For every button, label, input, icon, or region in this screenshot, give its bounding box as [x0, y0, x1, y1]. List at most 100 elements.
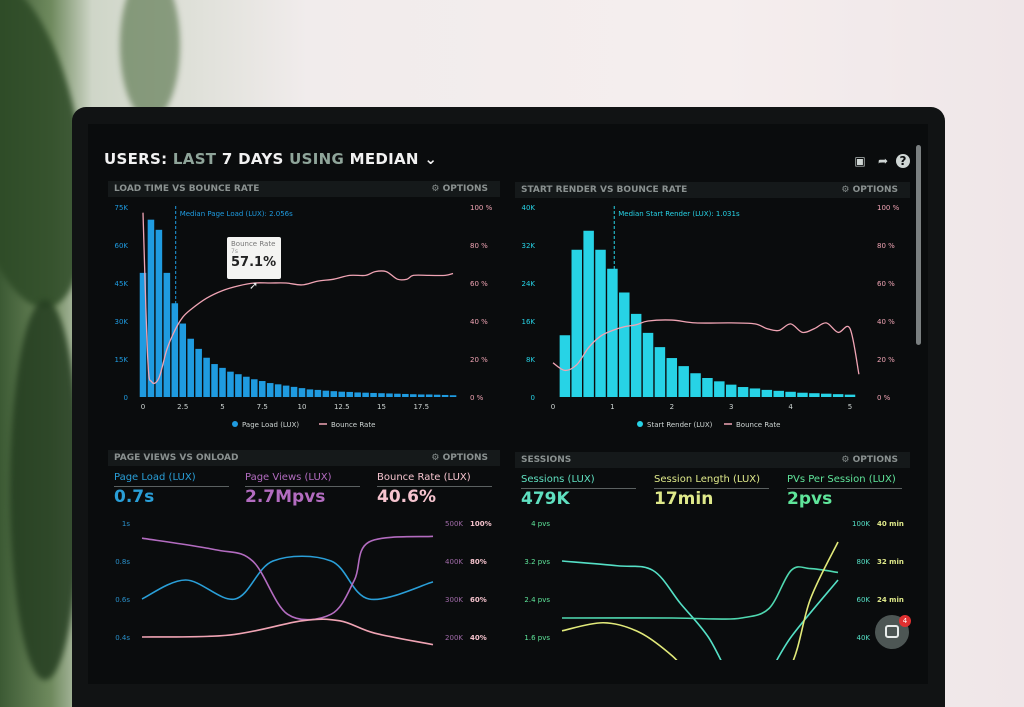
histogram-bar [179, 323, 187, 397]
y-axis-right-tick: 400K [445, 558, 463, 566]
histogram-bar [607, 268, 618, 397]
chevron-down-icon[interactable]: ⌄ [424, 150, 438, 168]
histogram-bar [338, 391, 346, 397]
histogram-bar [306, 389, 314, 397]
histogram-bar [235, 374, 242, 397]
histogram-bar [425, 394, 433, 397]
histogram-bar [773, 390, 784, 397]
x-axis-tick: 10 [298, 403, 307, 411]
histogram-bar [314, 389, 322, 397]
histogram-bar [725, 384, 737, 397]
y-axis-left-tick: 1s [122, 520, 130, 528]
y-axis-right-tick: 60% [470, 596, 487, 604]
y-axis-right-tick: 300K [445, 596, 463, 604]
y-axis-left-tick: 32K [522, 242, 536, 250]
metric-bounce-rate: Bounce Rate (LUX) 40.6% [377, 472, 492, 507]
histogram-bar [187, 338, 194, 397]
x-axis-tick: 4 [788, 403, 793, 411]
panel-header-pageviews: PAGE VIEWS VS ONLOAD ⚙ OPTIONS [108, 450, 500, 466]
histogram-bar [203, 357, 210, 397]
metric-label: Page Views (LUX) [245, 472, 360, 487]
gear-icon: ⚙ [841, 185, 853, 195]
monitor-icon[interactable]: ▣ [854, 154, 866, 168]
y-axis-left-tick: 4 pvs [531, 520, 550, 528]
histogram-bar [678, 366, 689, 397]
y-axis-right-tick: 100 % [470, 204, 493, 212]
title-last: LAST [172, 150, 217, 168]
bounce-rate-line [552, 319, 860, 375]
help-icon[interactable]: ? [896, 154, 910, 168]
x-axis-tick: 12.5 [334, 403, 350, 411]
histogram-bar [619, 292, 630, 397]
series-line-s [141, 555, 434, 601]
gear-icon: ⚙ [431, 453, 443, 463]
histogram-bar [433, 394, 441, 397]
y-axis-right-tick: 40 % [470, 318, 488, 326]
histogram-bar [737, 387, 749, 397]
x-axis-tick: 2.5 [177, 403, 188, 411]
y-axis-left-tick: 0.8s [115, 558, 130, 566]
metric-value: 479K [521, 489, 570, 509]
options-button[interactable]: ⚙ OPTIONS [431, 450, 488, 466]
histogram-bar [702, 378, 713, 397]
page-title[interactable]: USERS: LAST 7 DAYS USING MEDIAN ⌄ [104, 150, 437, 168]
y-axis-right-tick: 500K [445, 520, 463, 528]
metric-label: PVs Per Session (LUX) [787, 474, 902, 489]
y-axis-left-tick: 30K [115, 318, 129, 326]
legend-swatch-bars [232, 421, 238, 427]
legend-swatch-bars [637, 421, 643, 427]
x-axis-tick: 7.5 [257, 403, 268, 411]
chat-badge: 4 [899, 615, 911, 627]
y-axis-left-tick: 0.4s [115, 634, 130, 642]
options-label: OPTIONS [852, 455, 898, 465]
metric-page-load: Page Load (LUX) 0.7s [114, 472, 229, 507]
y-axis-right-tick: 0 % [877, 394, 891, 402]
plant-leaf [10, 300, 80, 680]
histogram-bar [195, 348, 202, 397]
y-axis-right-tick: 40 min [877, 520, 904, 528]
y-axis-left-tick: 15K [115, 356, 129, 364]
histogram-bar [378, 393, 385, 397]
dashboard-screen [88, 124, 928, 684]
title-using: USING [289, 150, 345, 168]
panel-header-render: START RENDER VS BOUNCE RATE ⚙ OPTIONS [515, 182, 910, 198]
histogram-bar [595, 249, 606, 397]
y-axis-right-tick: 200K [445, 634, 463, 642]
histogram-bar [714, 381, 725, 397]
x-axis-tick: 17.5 [413, 403, 429, 411]
legend-label: Start Render (LUX) [647, 421, 713, 429]
options-button[interactable]: ⚙ OPTIONS [431, 181, 488, 197]
share-icon[interactable]: ➦ [877, 154, 889, 168]
histogram-bar [797, 392, 808, 397]
histogram-bar [559, 335, 571, 397]
histogram-bar [298, 388, 306, 397]
title-period: 7 DAYS [221, 150, 284, 168]
metric-label: Page Load (LUX) [114, 472, 229, 487]
series-line-K [561, 566, 839, 620]
x-axis-tick: 0 [141, 403, 145, 411]
median-label: Median Start Render (LUX): 1.031s [618, 210, 740, 218]
histogram-bar [219, 367, 226, 397]
scrollbar[interactable] [916, 145, 921, 345]
histogram-bar [809, 393, 820, 397]
y-axis-right-tick: 0 % [470, 394, 484, 402]
tooltip-title: Bounce Rate [231, 240, 276, 248]
y-axis-left-tick: 1.6 pvs [524, 634, 550, 642]
options-button[interactable]: ⚙ OPTIONS [841, 452, 898, 468]
tooltip-subtitle: 7s [231, 248, 238, 255]
title-aggregate: MEDIAN [349, 150, 419, 168]
y-axis-right-tick: 24 min [877, 596, 904, 604]
options-button[interactable]: ⚙ OPTIONS [841, 182, 898, 198]
cursor-icon: ➚ [249, 279, 259, 292]
legend-label: Bounce Rate [331, 421, 375, 429]
series-line-min [561, 541, 839, 660]
histogram-bar [147, 219, 155, 397]
y-axis-right-tick: 60 % [877, 280, 895, 288]
metric-value: 2pvs [787, 489, 833, 509]
options-label: OPTIONS [442, 184, 488, 194]
metric-value: 0.7s [114, 487, 155, 507]
x-axis-tick: 15 [377, 403, 386, 411]
panel-header-load: LOAD TIME VS BOUNCE RATE ⚙ OPTIONS [108, 181, 500, 197]
load-time-chart: 0 15K 30K 45K 60K 75K 0 % 20 % 40 % 60 % 80 % 100 %… [115, 204, 493, 429]
median-label: Median Page Load (LUX): 2.056s [180, 210, 293, 218]
